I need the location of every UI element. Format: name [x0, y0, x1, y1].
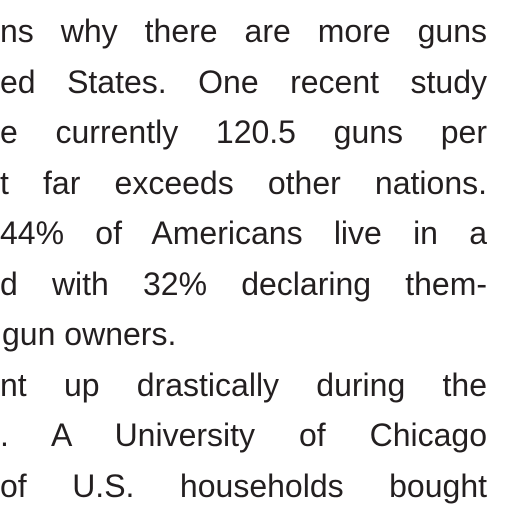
text-line: t far exceeds other nations.: [0, 164, 487, 201]
text-line: of U.S. households bought: [0, 467, 487, 504]
text-line: ns why there are more guns: [0, 13, 487, 49]
text-line: ed States. One recent study: [0, 63, 487, 100]
text-line: e currently 120.5 guns per: [0, 114, 487, 150]
text-line: . A University of Chicago: [0, 417, 487, 453]
text-line: nt up drastically during the: [0, 366, 487, 403]
text-line: gun owners.: [2, 316, 177, 352]
text-line: 44% of Americans live in a: [0, 215, 487, 251]
text-line: d with 32% declaring them-: [0, 265, 487, 302]
